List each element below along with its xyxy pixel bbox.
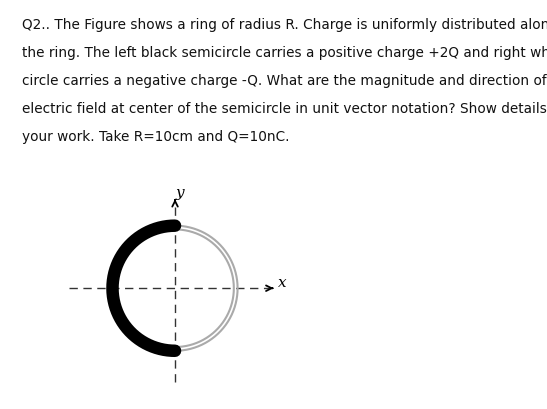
Text: the ring. The left black semicircle carries a positive charge +2Q and right whit: the ring. The left black semicircle carr… (22, 46, 547, 60)
Text: Q2.. The Figure shows a ring of radius R. Charge is uniformly distributed along: Q2.. The Figure shows a ring of radius R… (22, 18, 547, 32)
Text: electric field at center of the semicircle in unit vector notation? Show details: electric field at center of the semicirc… (22, 102, 547, 116)
Text: circle carries a negative charge -Q. What are the magnitude and direction of the: circle carries a negative charge -Q. Wha… (22, 74, 547, 88)
Text: y: y (176, 186, 184, 200)
Text: x: x (278, 276, 287, 290)
Text: your work. Take R=10cm and Q=10nC.: your work. Take R=10cm and Q=10nC. (22, 130, 289, 144)
